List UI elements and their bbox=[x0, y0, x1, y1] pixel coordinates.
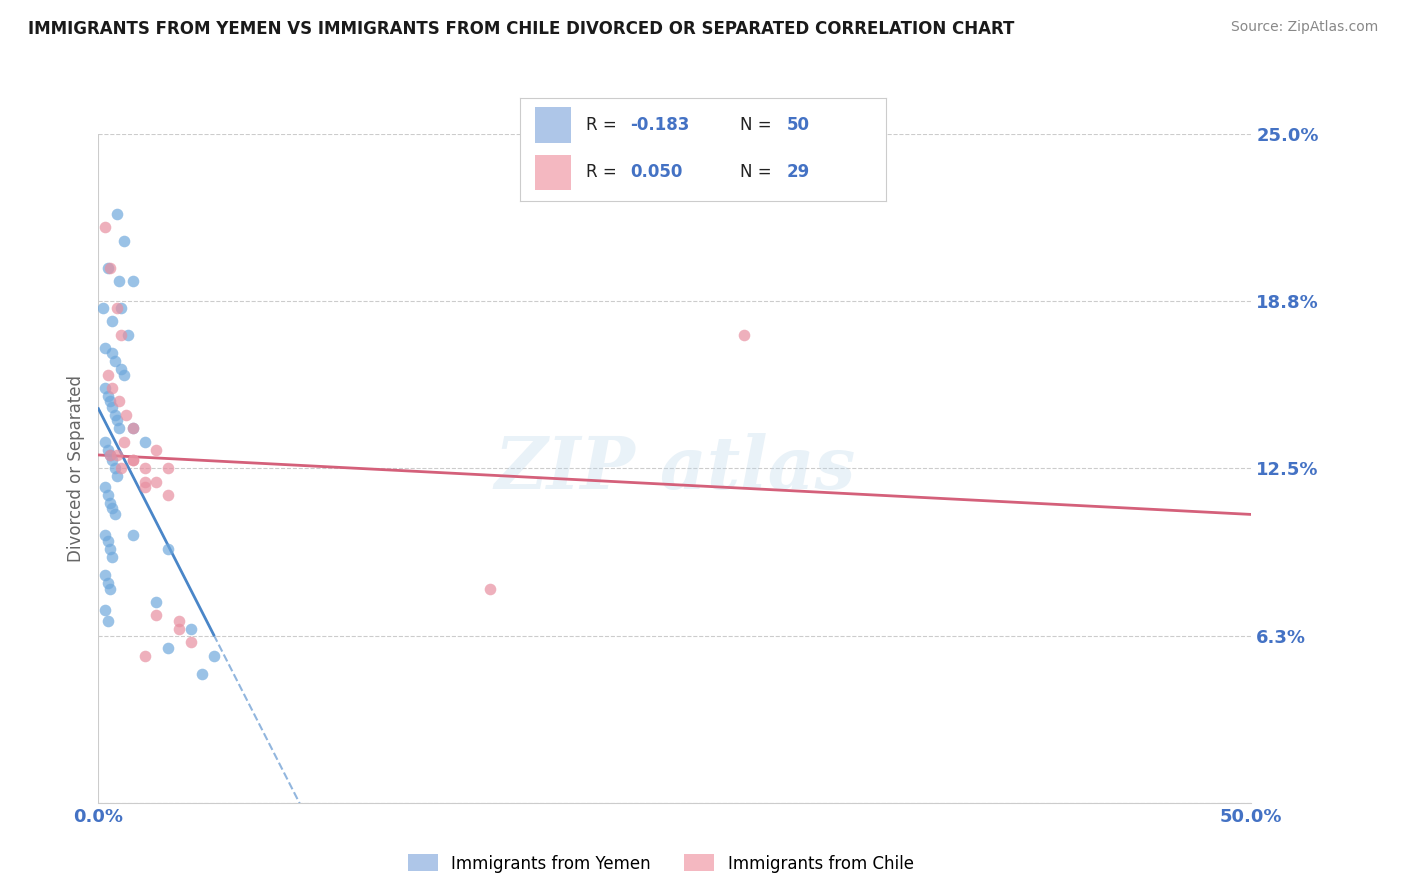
Point bbox=[156, 640, 179, 655]
Point bbox=[108, 394, 131, 409]
Point bbox=[105, 207, 128, 221]
Point bbox=[122, 528, 145, 542]
Point bbox=[733, 327, 755, 342]
Point bbox=[97, 260, 120, 275]
Point bbox=[103, 408, 125, 422]
Point bbox=[112, 434, 135, 449]
Point bbox=[108, 274, 131, 288]
Point bbox=[156, 461, 179, 475]
Point bbox=[97, 368, 120, 382]
Point bbox=[122, 274, 145, 288]
Point bbox=[101, 549, 124, 564]
Point bbox=[94, 220, 117, 235]
Point bbox=[97, 442, 120, 457]
Point bbox=[94, 568, 117, 582]
Point bbox=[101, 453, 124, 467]
Point bbox=[479, 582, 502, 596]
Point bbox=[112, 234, 135, 248]
Point bbox=[180, 635, 202, 649]
Point bbox=[122, 421, 145, 435]
Point bbox=[145, 608, 167, 623]
Point bbox=[156, 541, 179, 556]
Point bbox=[101, 346, 124, 360]
Point bbox=[134, 434, 156, 449]
Point bbox=[134, 480, 156, 494]
Y-axis label: Divorced or Separated: Divorced or Separated bbox=[67, 375, 86, 562]
Text: Source: ZipAtlas.com: Source: ZipAtlas.com bbox=[1230, 20, 1378, 34]
Point bbox=[101, 381, 124, 395]
Text: 50: 50 bbox=[787, 116, 810, 135]
Point bbox=[112, 368, 135, 382]
Point bbox=[97, 488, 120, 502]
Point bbox=[103, 354, 125, 368]
Point bbox=[110, 461, 132, 475]
Text: ZIP atlas: ZIP atlas bbox=[495, 433, 855, 504]
Point bbox=[134, 461, 156, 475]
Point bbox=[97, 533, 120, 548]
Point bbox=[98, 448, 121, 462]
Point bbox=[98, 496, 121, 510]
Point bbox=[134, 475, 156, 489]
Point bbox=[101, 501, 124, 516]
Point bbox=[94, 341, 117, 355]
Text: -0.183: -0.183 bbox=[630, 116, 689, 135]
Point bbox=[156, 488, 179, 502]
Legend: Immigrants from Yemen, Immigrants from Chile: Immigrants from Yemen, Immigrants from C… bbox=[401, 847, 921, 880]
Point bbox=[105, 469, 128, 483]
Point bbox=[122, 453, 145, 467]
Point bbox=[103, 461, 125, 475]
Point bbox=[117, 327, 139, 342]
Point bbox=[91, 301, 114, 315]
Point bbox=[97, 576, 120, 591]
Point bbox=[103, 507, 125, 521]
Text: N =: N = bbox=[740, 116, 776, 135]
Point bbox=[97, 614, 120, 628]
Point bbox=[108, 421, 131, 435]
Point bbox=[101, 314, 124, 328]
Text: 0.050: 0.050 bbox=[630, 163, 682, 181]
Point bbox=[98, 448, 121, 462]
Text: R =: R = bbox=[586, 116, 621, 135]
Point bbox=[134, 648, 156, 663]
Point bbox=[191, 667, 214, 681]
Point bbox=[145, 595, 167, 609]
Point bbox=[122, 421, 145, 435]
Point bbox=[105, 448, 128, 462]
Point bbox=[122, 453, 145, 467]
Point bbox=[94, 603, 117, 617]
Point bbox=[94, 434, 117, 449]
Point bbox=[110, 362, 132, 376]
FancyBboxPatch shape bbox=[534, 107, 571, 144]
Point bbox=[110, 301, 132, 315]
Point bbox=[110, 327, 132, 342]
Point bbox=[180, 622, 202, 636]
Text: 29: 29 bbox=[787, 163, 810, 181]
Point bbox=[94, 528, 117, 542]
Point bbox=[115, 408, 138, 422]
Point bbox=[98, 582, 121, 596]
Point bbox=[105, 413, 128, 427]
Point bbox=[94, 381, 117, 395]
Point bbox=[94, 480, 117, 494]
Point bbox=[202, 648, 225, 663]
Point bbox=[98, 394, 121, 409]
Point bbox=[101, 400, 124, 414]
Text: IMMIGRANTS FROM YEMEN VS IMMIGRANTS FROM CHILE DIVORCED OR SEPARATED CORRELATION: IMMIGRANTS FROM YEMEN VS IMMIGRANTS FROM… bbox=[28, 20, 1015, 37]
Point bbox=[98, 260, 121, 275]
Point bbox=[105, 301, 128, 315]
Point bbox=[167, 622, 190, 636]
Text: R =: R = bbox=[586, 163, 621, 181]
Point bbox=[98, 541, 121, 556]
Point bbox=[97, 389, 120, 403]
Point bbox=[145, 475, 167, 489]
Point bbox=[145, 442, 167, 457]
FancyBboxPatch shape bbox=[534, 154, 571, 190]
Text: N =: N = bbox=[740, 163, 776, 181]
Point bbox=[167, 614, 190, 628]
